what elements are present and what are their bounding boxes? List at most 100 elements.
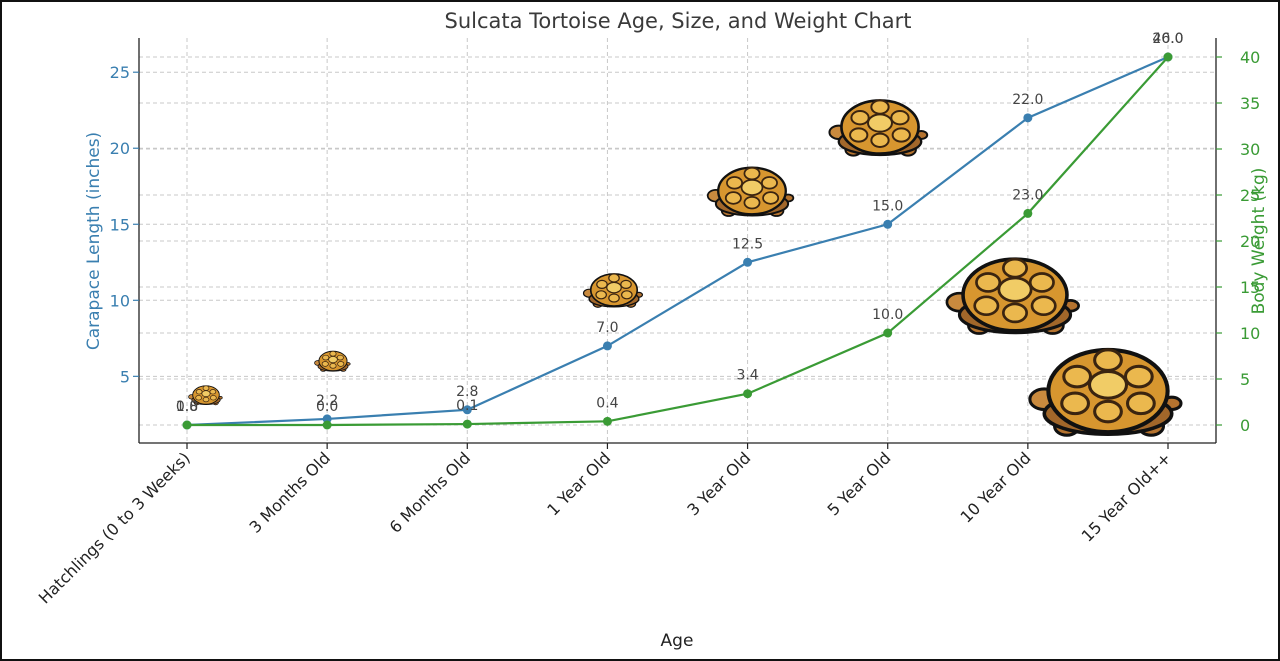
data-label-length: 1.8 — [176, 399, 198, 415]
tortoise-scute-icon — [195, 389, 203, 395]
tortoise-scute-icon — [724, 191, 742, 205]
series-point-weight — [883, 328, 893, 338]
y-left-tick-label: 20 — [110, 139, 130, 158]
tortoise-scute-icon — [1123, 364, 1154, 389]
data-label-weight: 23.0 — [1012, 187, 1043, 203]
tortoise-icon — [188, 385, 223, 406]
tortoise-scute-icon — [608, 293, 620, 303]
x-tick-label: 5 Year Old — [824, 448, 895, 519]
series-point-length — [602, 341, 612, 351]
chart-title: Sulcata Tortoise Age, Size, and Weight C… — [444, 9, 911, 33]
tortoise-scute-icon — [195, 395, 202, 401]
series-point-length — [1023, 113, 1033, 123]
y-left-tick-label: 10 — [110, 291, 130, 310]
series-point-weight — [743, 389, 753, 399]
y-right-tick-label: 20 — [1240, 232, 1260, 251]
tortoise-scute-icon — [743, 166, 761, 181]
data-label-length: 7.0 — [596, 320, 618, 336]
y-right-tick-label: 0 — [1240, 416, 1250, 435]
tortoise-scute-icon — [608, 273, 620, 283]
tortoise-scute-icon — [850, 110, 870, 126]
series-point-length — [883, 219, 893, 229]
tortoise-scute-icon — [1125, 391, 1156, 416]
tortoise-scute-icon — [1093, 348, 1123, 372]
series-point-weight — [462, 419, 472, 429]
series-line-weight — [187, 56, 1169, 427]
y-left-tick-label: 5 — [120, 367, 130, 386]
tortoise-scute-icon — [620, 279, 632, 289]
data-label-weight: 40.0 — [1152, 31, 1183, 47]
y-left-tick-label: 15 — [110, 215, 130, 234]
tortoise-scute-icon — [329, 350, 337, 357]
series-point-weight — [602, 416, 612, 426]
tortoise-scute-icon — [870, 132, 890, 148]
tortoise-scute-icon — [762, 191, 780, 205]
series-point-weight — [1023, 208, 1033, 218]
y-right-tick-label: 10 — [1240, 324, 1260, 343]
tortoise-icon — [828, 99, 929, 157]
series-point-length — [743, 257, 753, 267]
tortoise-scute-icon — [337, 361, 345, 367]
tortoise-scute-icon — [1093, 399, 1123, 424]
tortoise-scute-icon — [336, 354, 344, 361]
tortoise-scute-icon — [595, 290, 607, 300]
y-right-tick-label: 30 — [1240, 140, 1260, 159]
tortoise-scute-icon — [890, 110, 910, 126]
tortoise-scute-icon — [202, 385, 210, 391]
tortoise-scute-icon — [329, 363, 337, 369]
series-point-weight — [322, 420, 332, 430]
tortoise-scute-icon — [761, 176, 778, 190]
tortoise-scute-icon — [322, 354, 330, 361]
data-label-length: 15.0 — [872, 198, 903, 214]
tortoise-scute-icon — [743, 195, 761, 210]
tortoise-scute-icon — [1002, 302, 1028, 324]
tortoise-scute-icon — [891, 127, 911, 143]
x-tick-label: 6 Months Old — [386, 448, 474, 536]
series-point-weight — [182, 420, 192, 430]
data-labels: 1.8 2.2 2.8 7.0 12.5 15.0 22.0 26.0 0.0 0.0 0.1 0.4… — [176, 31, 1184, 415]
tortoise-scute-icon — [1030, 295, 1057, 317]
data-label-weight: 0.4 — [596, 395, 618, 411]
tortoise-scute-icon — [1060, 391, 1091, 416]
tortoise-scute-icon — [1087, 369, 1129, 400]
x-axis-label: Age — [661, 631, 694, 651]
x-tick-label: 1 Year Old — [543, 448, 614, 519]
y-right-tick-label: 5 — [1240, 370, 1250, 389]
x-tick-label: 10 Year Old — [956, 448, 1034, 526]
y-right-tick-label: 35 — [1240, 94, 1260, 113]
tortoise-scute-icon — [1062, 364, 1093, 389]
tortoise-scute-icon — [621, 290, 633, 300]
data-label-length: 12.5 — [732, 236, 763, 252]
y-right-tick-label: 40 — [1240, 48, 1260, 67]
y-axis-left-label: Carapace Length (inches) — [84, 132, 104, 350]
y-right-tick-label: 15 — [1240, 278, 1260, 297]
y-left-tick-label: 25 — [110, 63, 130, 82]
data-label-weight: 0.0 — [316, 399, 338, 415]
tortoise-scute-icon — [740, 179, 764, 196]
tortoise-scute-icon — [975, 272, 1002, 293]
tortoise-icon — [314, 350, 351, 372]
tortoise-icon — [706, 166, 795, 217]
tortoise-scute-icon — [867, 113, 893, 133]
data-label-length: 26.0 — [1152, 31, 1183, 47]
y-right-tick-label: 25 — [1240, 186, 1260, 205]
tortoise-icon — [582, 273, 644, 308]
tortoise-scute-icon — [1028, 272, 1055, 293]
x-tick-label: 3 Months Old — [246, 448, 334, 536]
data-label-weight: 10.0 — [872, 307, 903, 323]
data-label-weight: 3.4 — [736, 368, 758, 384]
y-axis-right-label: Body Weight (kg) — [1249, 168, 1269, 315]
tortoise-scute-icon — [328, 356, 338, 364]
tortoise-scute-icon — [201, 390, 211, 397]
data-label-length: 22.0 — [1012, 92, 1043, 108]
data-label-weight: 0.1 — [456, 398, 478, 414]
x-tick-label: Hatchlings (0 to 3 Weeks) — [35, 448, 194, 607]
tortoise-scute-icon — [870, 99, 890, 115]
series — [182, 52, 1173, 430]
tortoise-scute-icon — [606, 281, 622, 294]
series-point-length — [462, 405, 472, 415]
data-label-weight: 0.0 — [176, 399, 198, 415]
tortoise-scute-icon — [209, 389, 217, 395]
